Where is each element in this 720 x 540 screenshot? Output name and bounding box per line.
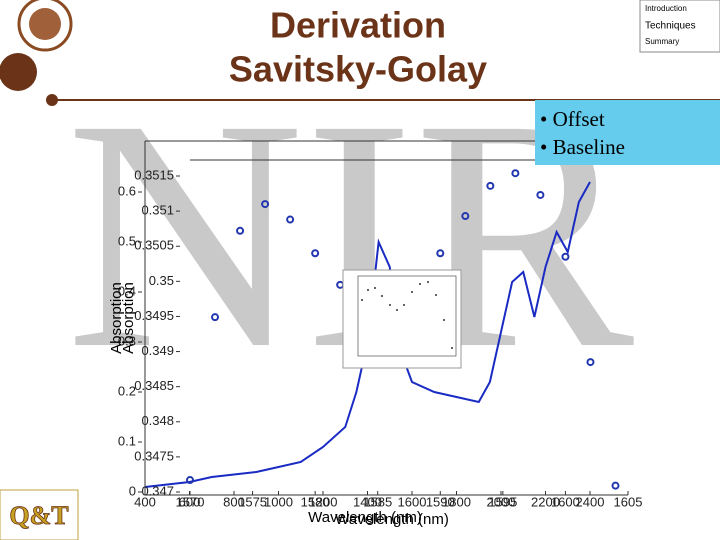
x-tick-label: 2400 <box>576 494 605 509</box>
x-tick-label: 600 <box>179 494 201 509</box>
bullet: • Offset <box>540 107 605 131</box>
y-tick-label: 0.3515 <box>134 167 174 182</box>
y-tick-label: 0.3475 <box>134 448 174 463</box>
x-tick-label: 800 <box>223 494 245 509</box>
x-tick-label: 1585 <box>363 494 392 509</box>
inset-plot <box>342 269 462 369</box>
plots: 0 0.1 0.2 0.3 0.4 0.5 0.6 400 600 800 1000 1200 1400… <box>108 167 642 528</box>
scatter-point <box>561 252 570 261</box>
scatter-point <box>311 249 320 258</box>
y-tick-label: 0.3 <box>118 333 136 348</box>
scatter-point <box>286 215 295 224</box>
y-tick-label: 0 <box>129 483 136 498</box>
x-tick-label: 1595 <box>488 494 517 509</box>
y-tick-label: 0.35 <box>149 273 174 288</box>
scatter-point <box>436 249 445 258</box>
seal-logo-inner <box>29 8 61 40</box>
y-tick-label: 0.349 <box>141 343 174 358</box>
scatter-point <box>486 181 495 190</box>
title-line: Derivation <box>270 5 446 46</box>
y-tick-label: 0.6 <box>118 183 136 198</box>
logo-box <box>0 489 79 540</box>
y-tick-label: 0.351 <box>141 203 174 218</box>
bullet-box <box>535 100 720 165</box>
y-tick-label: 0.347 <box>141 483 174 498</box>
scatter-point <box>211 313 220 322</box>
y-tick-label: 0.4 <box>118 283 136 298</box>
x-tick-label: 1575 <box>238 494 267 509</box>
x-tick-label: 1600 <box>398 494 427 509</box>
x-tick-label: 400 <box>134 494 156 509</box>
scatter-point <box>611 481 620 490</box>
x-axis-label: Wavelength (nm) <box>308 509 422 526</box>
x-tick-label: 1600 <box>551 494 580 509</box>
scatter-point <box>461 212 470 221</box>
x-tick-label: 1590 <box>426 494 455 509</box>
scatter-point <box>511 169 520 178</box>
x-tick-label: 1400 <box>353 494 382 509</box>
scatter-point <box>261 200 270 209</box>
y-tick-label: 0.3505 <box>134 238 174 253</box>
bullet: • Baseline <box>540 135 625 159</box>
x-tick-label: 1800 <box>442 494 471 509</box>
x-tick-label: 1580 <box>301 494 330 509</box>
x-tick-label: 1570 <box>176 494 205 509</box>
nav-item[interactable]: Techniques <box>645 21 696 32</box>
nav-item[interactable]: Introduction <box>645 4 687 13</box>
y-tick-label: 0.2 <box>118 383 136 398</box>
y-tick-label: 0.3485 <box>134 378 174 393</box>
x-tick-label: 1200 <box>309 494 338 509</box>
x-tick-label: 2000 <box>487 494 516 509</box>
scatter-point <box>586 358 595 367</box>
decor-dot <box>0 53 37 91</box>
nav-item[interactable]: Summary <box>645 37 679 46</box>
scatter-point <box>236 226 245 235</box>
y-axis-label: Absorption <box>120 282 137 354</box>
scatter-point <box>186 476 194 485</box>
y-tick-label: 0.348 <box>141 413 174 428</box>
x-tick-label: 1605 <box>614 494 643 509</box>
y-tick-label: 0.5 <box>118 233 136 248</box>
y-axis-label: Absorption <box>108 282 125 354</box>
x-tick-label: 2200 <box>531 494 560 509</box>
title-line: Savitsky-Golay <box>229 49 487 90</box>
y-tick-label: 0.3495 <box>134 308 174 323</box>
logo: Q&T <box>9 501 68 530</box>
y-tick-label: 0.1 <box>118 433 136 448</box>
nav-box <box>639 0 720 53</box>
x-tick-label: 1000 <box>264 494 293 509</box>
x-axis-label: Wavelength (nm) <box>335 511 449 528</box>
scatter-point <box>536 190 545 199</box>
